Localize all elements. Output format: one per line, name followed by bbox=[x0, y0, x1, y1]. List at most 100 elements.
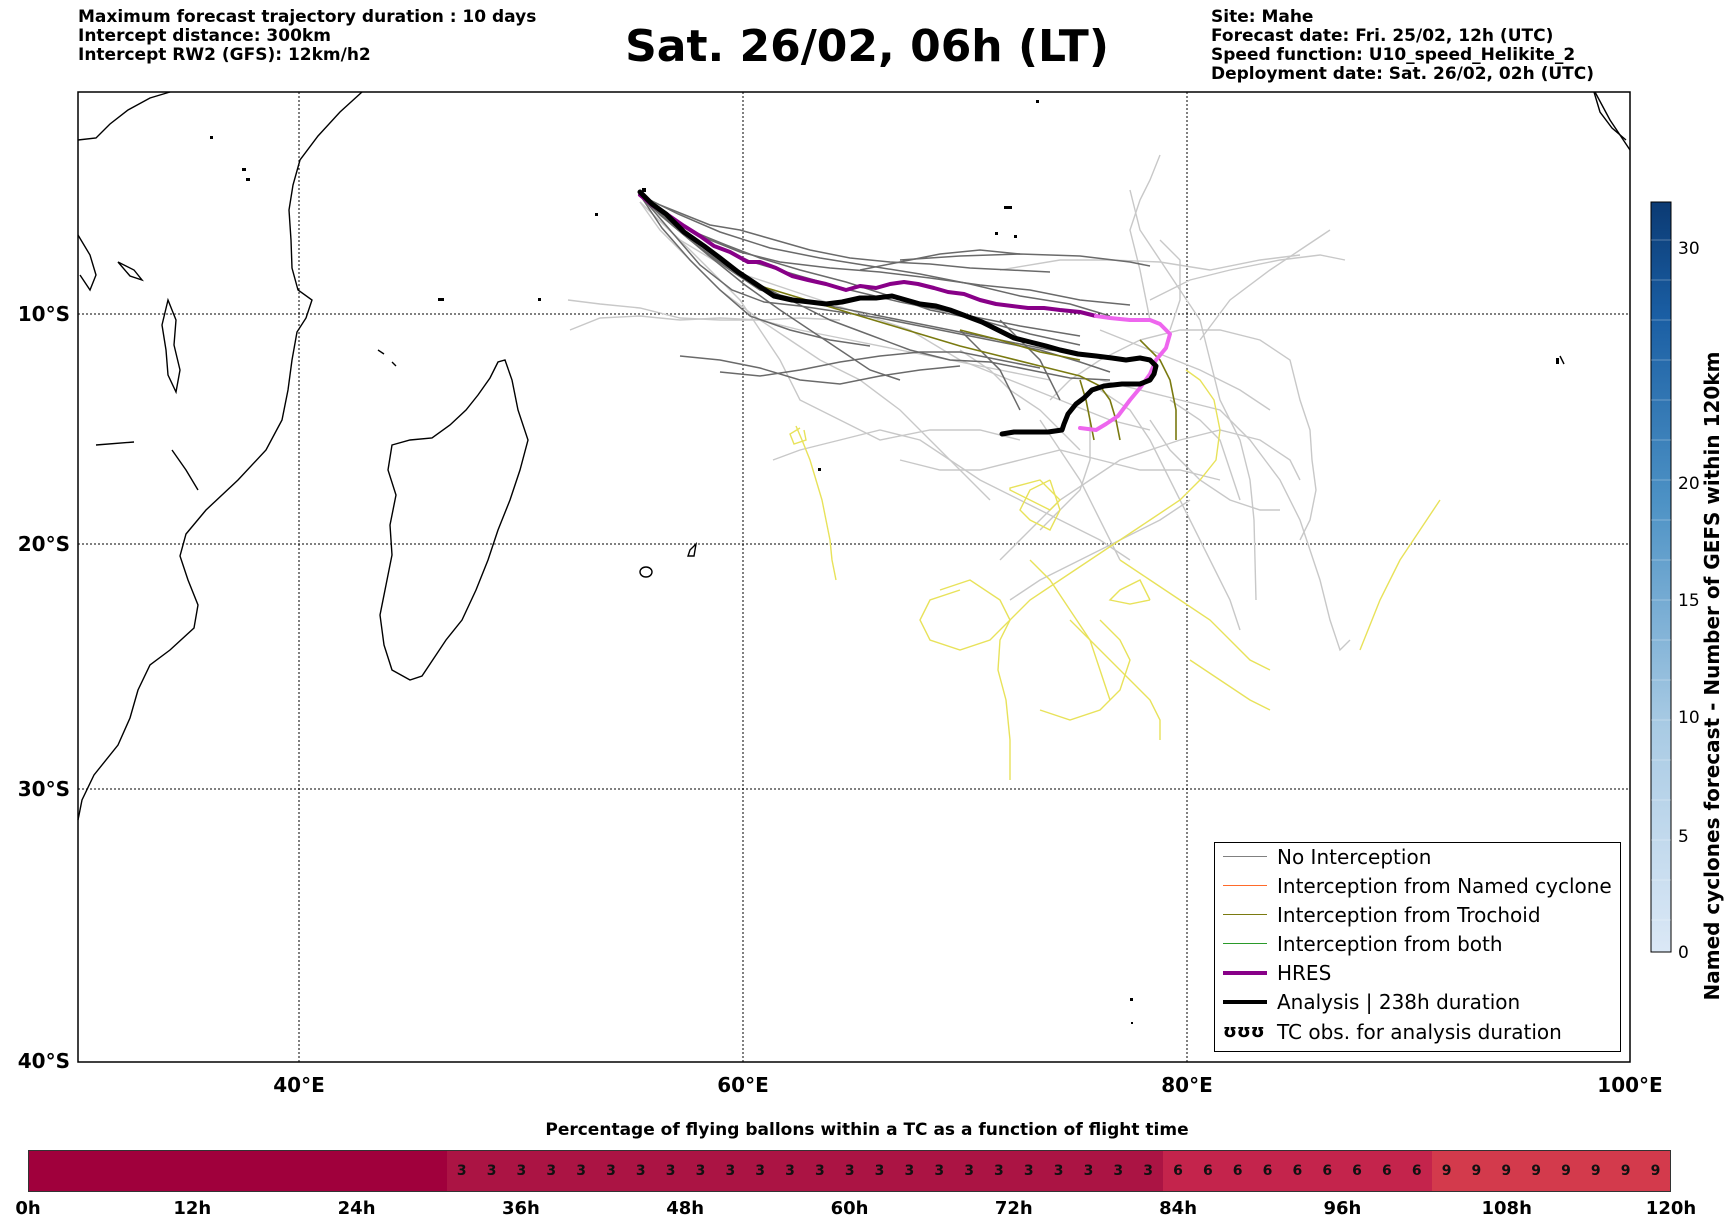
header-deployment-date: Deployment date: Sat. 26/02, 02h (UTC) bbox=[1211, 64, 1595, 84]
lat-label-10s: 10°S bbox=[18, 302, 70, 326]
colorbar-cell: 6 bbox=[1192, 1151, 1223, 1191]
trajectory-analysis bbox=[637, 189, 1159, 437]
colorbar-cell bbox=[416, 1151, 447, 1191]
colorbar-cell bbox=[237, 1151, 268, 1191]
colorbar-cell: 3 bbox=[1073, 1151, 1104, 1191]
colorbar-cell: 3 bbox=[1013, 1151, 1044, 1191]
vbar-tick-30: 30 bbox=[1678, 239, 1700, 259]
colorbar-cell: 6 bbox=[1252, 1151, 1283, 1191]
colorbar-tick-label: 108h bbox=[1481, 1198, 1532, 1219]
colorbar-cell: 6 bbox=[1371, 1151, 1402, 1191]
header-speed-function: Speed function: U10_speed_Helikite_2 bbox=[1211, 45, 1576, 65]
colorbar-tick-label: 48h bbox=[666, 1198, 705, 1219]
header-duration: Maximum forecast trajectory duration : 1… bbox=[78, 7, 537, 27]
colorbar-tick-label: 0h bbox=[15, 1198, 41, 1219]
colorbar-cell: 3 bbox=[625, 1151, 656, 1191]
colorbar-cell: 3 bbox=[954, 1151, 984, 1191]
legend-swatch bbox=[1223, 856, 1267, 857]
colorbar-cell bbox=[327, 1151, 358, 1191]
legend-swatch bbox=[1223, 971, 1267, 975]
colorbar-cell: 3 bbox=[446, 1151, 477, 1191]
lake-malawi bbox=[161, 297, 181, 395]
colorbar-cell: 3 bbox=[984, 1151, 1014, 1191]
header-right: Site: Mahe Forecast date: Fri. 25/02, 12… bbox=[1211, 8, 1594, 84]
colorbar-cell: 6 bbox=[1312, 1151, 1343, 1191]
vbar-tick-20: 20 bbox=[1678, 474, 1700, 494]
lon-label-80e: 80°E bbox=[1161, 1073, 1213, 1097]
africa-coast bbox=[77, 91, 363, 821]
colorbar-cell: 3 bbox=[924, 1151, 955, 1191]
colorbar-cell: 3 bbox=[596, 1151, 626, 1191]
colorbar-cell bbox=[178, 1151, 209, 1191]
colorbar-cell: 3 bbox=[715, 1151, 746, 1191]
colorbar-cell: 3 bbox=[804, 1151, 835, 1191]
header-intercept-rw2: Intercept RW2 (GFS): 12km/h2 bbox=[78, 45, 371, 65]
colorbar-cell bbox=[208, 1151, 238, 1191]
lon-label-60e: 60°E bbox=[717, 1073, 769, 1097]
lat-label-20s: 20°S bbox=[18, 532, 70, 556]
colorbar-cell bbox=[88, 1151, 119, 1191]
coastlines bbox=[77, 91, 1631, 821]
colorbar-cell: 3 bbox=[655, 1151, 686, 1191]
colorbar-cell: 9 bbox=[1551, 1151, 1581, 1191]
colorbar-cell: 3 bbox=[1043, 1151, 1074, 1191]
colorbar-tick-label: 24h bbox=[337, 1198, 376, 1219]
colorbar-cell: 3 bbox=[506, 1151, 537, 1191]
colorbar-cell bbox=[58, 1151, 89, 1191]
colorbar-cell: 9 bbox=[1580, 1151, 1611, 1191]
header-intercept-distance: Intercept distance: 300km bbox=[78, 26, 331, 46]
colorbar-cell: 3 bbox=[685, 1151, 716, 1191]
horn-coast bbox=[77, 91, 171, 141]
gridlines bbox=[78, 92, 1630, 1062]
colorbar-cell: 6 bbox=[1282, 1151, 1313, 1191]
colorbar-cell: 3 bbox=[864, 1151, 895, 1191]
trajectories-light bbox=[567, 154, 1351, 652]
colorbar-cell: 3 bbox=[1103, 1151, 1134, 1191]
colorbar-tick-label: 72h bbox=[994, 1198, 1033, 1219]
colorbar-cell: 3 bbox=[476, 1151, 507, 1191]
colorbar-cell bbox=[148, 1151, 179, 1191]
colorbar-cell: 6 bbox=[1163, 1151, 1193, 1191]
colorbar-tick-label: 120h bbox=[1645, 1198, 1697, 1219]
colorbar-cell: 3 bbox=[566, 1151, 597, 1191]
colorbar-cell bbox=[29, 1151, 59, 1191]
madagascar bbox=[379, 359, 529, 681]
colorbar-cell: 3 bbox=[894, 1151, 925, 1191]
colorbar-cell: 3 bbox=[745, 1151, 776, 1191]
trajectories-yellow bbox=[789, 369, 1441, 780]
colorbar-cell: 3 bbox=[1133, 1151, 1164, 1191]
legend-swatch bbox=[1223, 943, 1267, 944]
colorbar-cell bbox=[297, 1151, 328, 1191]
header-site: Site: Mahe bbox=[1211, 7, 1314, 27]
lon-label-100e: 100°E bbox=[1597, 1073, 1662, 1097]
colorbar-cell: 9 bbox=[1491, 1151, 1522, 1191]
colorbar-cell: 9 bbox=[1461, 1151, 1492, 1191]
colorbar-cell bbox=[118, 1151, 149, 1191]
colorbar-cell bbox=[357, 1151, 388, 1191]
vertical-colorbar bbox=[1650, 201, 1672, 953]
page-title: Sat. 26/02, 06h (LT) bbox=[625, 21, 1109, 72]
colorbar-tick-label: 84h bbox=[1159, 1198, 1198, 1219]
colorbar-cell: 6 bbox=[1222, 1151, 1253, 1191]
vbar-tick-0: 0 bbox=[1678, 943, 1689, 963]
header-left: Maximum forecast trajectory duration : 1… bbox=[78, 8, 536, 65]
vbar-tick-10: 10 bbox=[1678, 708, 1700, 728]
colorbar-cell: 6 bbox=[1342, 1151, 1372, 1191]
colorbar-tick-label: 60h bbox=[830, 1198, 869, 1219]
lat-label-40s: 40°S bbox=[18, 1049, 70, 1073]
legend: No Interception Interception from Named … bbox=[1214, 842, 1621, 1052]
colorbar-tick-label: 96h bbox=[1323, 1198, 1362, 1219]
vbar-tick-5: 5 bbox=[1678, 827, 1689, 847]
colorbar-cell: 9 bbox=[1640, 1151, 1671, 1191]
colorbar-cell bbox=[267, 1151, 298, 1191]
vertical-colorbar-label: Named cyclones forecast - Number of GEFS… bbox=[1700, 351, 1724, 1001]
cyclone-symbol-icon: ʊʊʊ bbox=[1223, 1021, 1265, 1042]
legend-swatch bbox=[1223, 885, 1267, 886]
colorbar-cell: 9 bbox=[1521, 1151, 1552, 1191]
legend-swatch bbox=[1223, 914, 1267, 915]
colorbar-cell: 6 bbox=[1401, 1151, 1432, 1191]
colorbar-cell: 9 bbox=[1610, 1151, 1641, 1191]
colorbar-cell: 9 bbox=[1431, 1151, 1462, 1191]
colorbar-title: Percentage of flying ballons within a TC… bbox=[545, 1120, 1189, 1140]
